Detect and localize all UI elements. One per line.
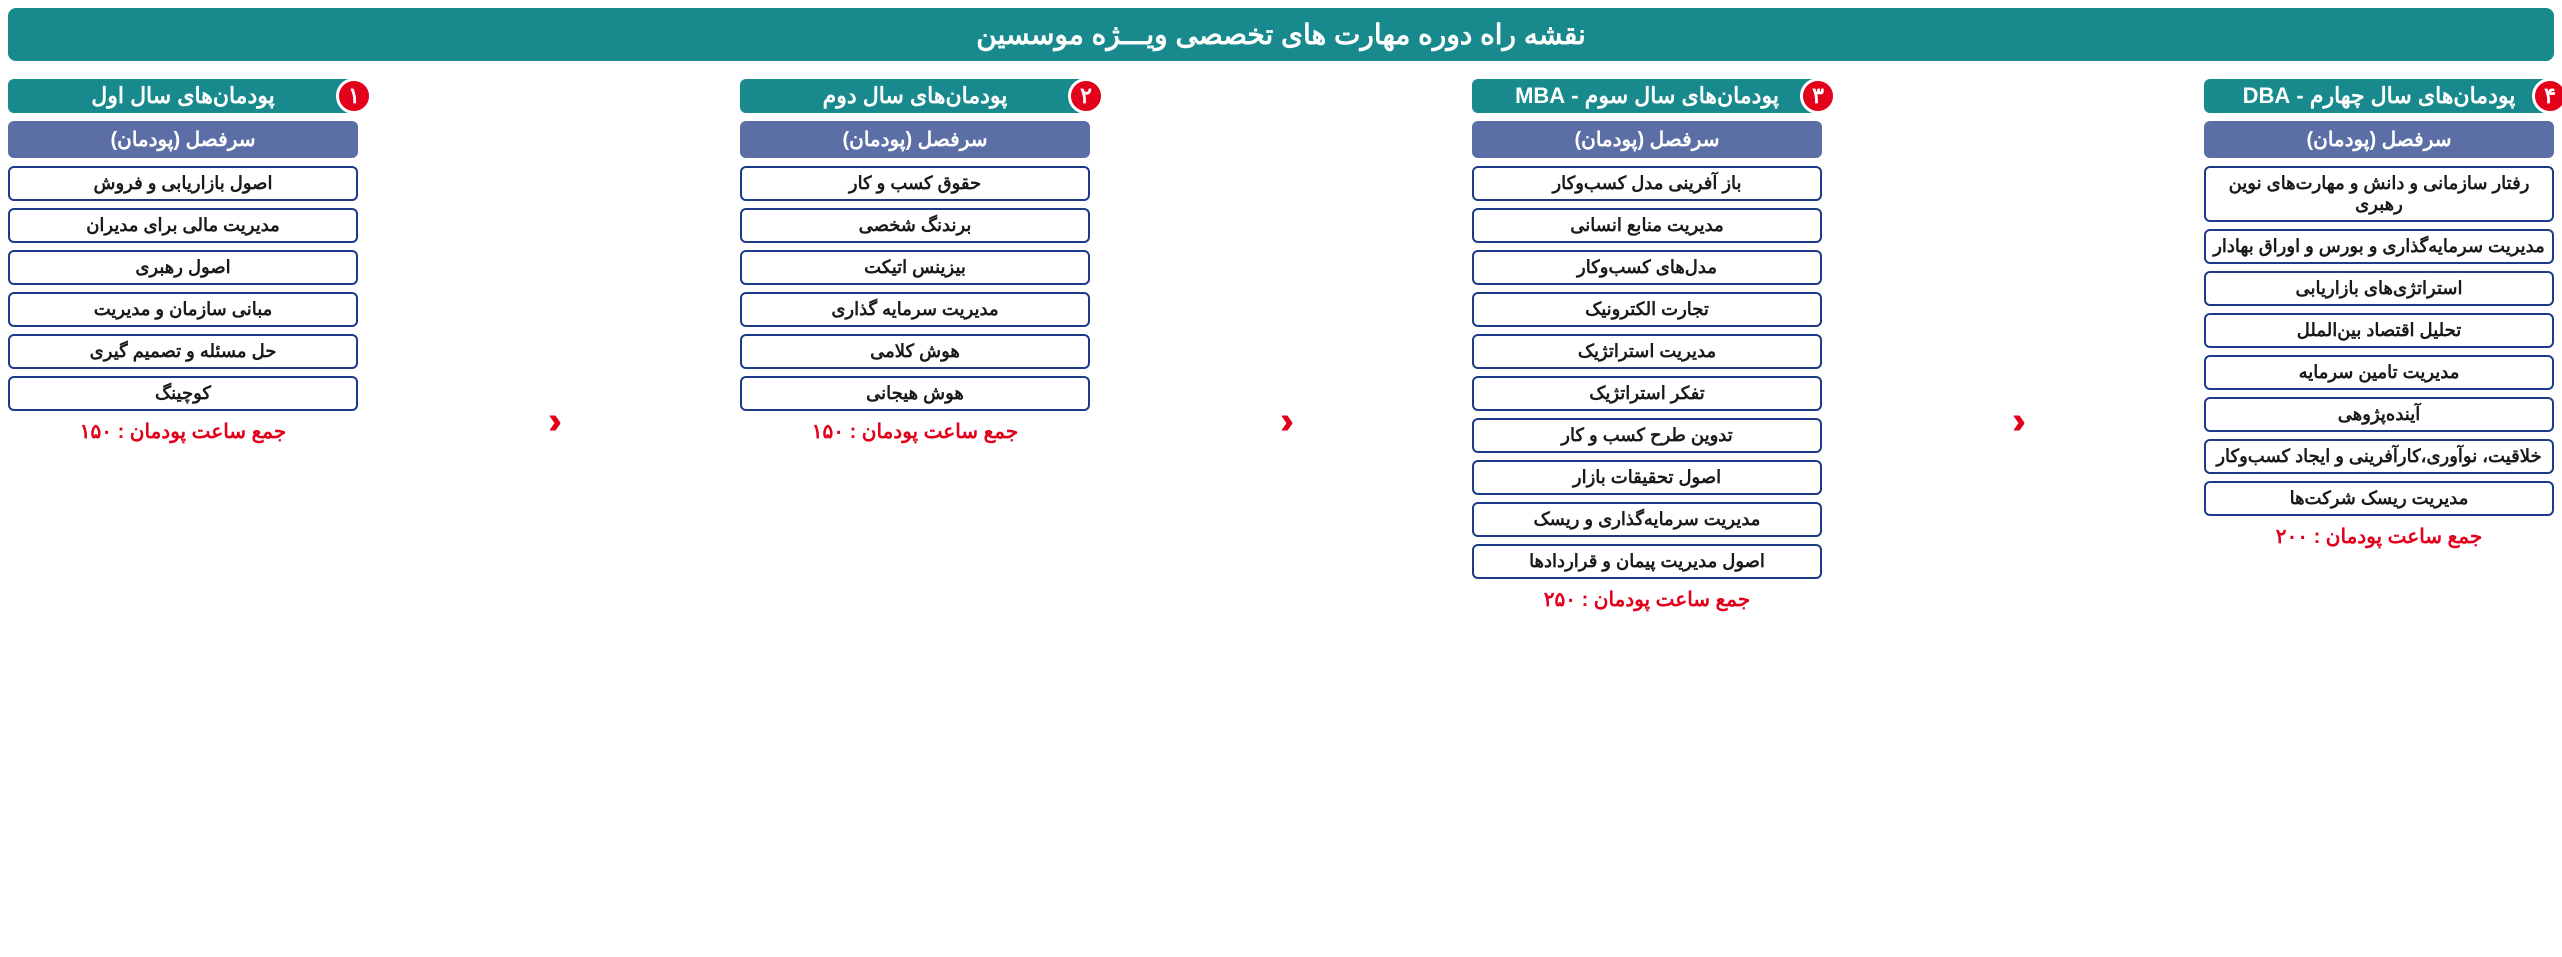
arrow-icon: ‹‹‹ bbox=[521, 402, 577, 440]
list-item: تفکر استراتژیک bbox=[1472, 376, 1822, 411]
column-year-1: ۱ پودمان‌های سال اول سرفصل (پودمان) اصول… bbox=[8, 79, 358, 444]
list-item: مدیریت سرمایه‌گذاری و بورس و اوراق بهادا… bbox=[2204, 229, 2554, 264]
items-list-1: اصول بازاریابی و فروش مدیریت مالی برای م… bbox=[8, 166, 358, 411]
list-item: خلاقیت، نوآوری،کارآفرینی و ایجاد کسب‌وکا… bbox=[2204, 439, 2554, 474]
list-item: اصول رهبری bbox=[8, 250, 358, 285]
list-item: حل مسئله و تصمیم گیری bbox=[8, 334, 358, 369]
list-item: باز آفرینی مدل کسب‌وکار bbox=[1472, 166, 1822, 201]
list-item: تجارت الکترونیک bbox=[1472, 292, 1822, 327]
items-list-4: رفتار سازمانی و دانش و مهارت‌های نوین ره… bbox=[2204, 166, 2554, 516]
total-hours-2: جمع ساعت پودمان : ۱۵۰ bbox=[740, 419, 1090, 444]
list-item: مدیریت منابع انسانی bbox=[1472, 208, 1822, 243]
columns-container: ۱ پودمان‌های سال اول سرفصل (پودمان) اصول… bbox=[8, 79, 2554, 612]
list-item: مدیریت تامین سرمایه bbox=[2204, 355, 2554, 390]
year-badge-1: ۱ bbox=[336, 78, 372, 114]
list-item: استراتژی‌های بازاریابی bbox=[2204, 271, 2554, 306]
year-header-3: ۳ پودمان‌های سال سوم - MBA bbox=[1472, 79, 1822, 113]
items-list-3: باز آفرینی مدل کسب‌وکار مدیریت منابع انس… bbox=[1472, 166, 1822, 579]
list-item: برندنگ شخصی bbox=[740, 208, 1090, 243]
column-year-3: ۳ پودمان‌های سال سوم - MBA سرفصل (پودمان… bbox=[1472, 79, 1822, 612]
year-badge-3: ۳ bbox=[1800, 78, 1836, 114]
year-label-4: پودمان‌های سال چهارم - DBA bbox=[2243, 83, 2516, 109]
column-year-4: ۴ پودمان‌های سال چهارم - DBA سرفصل (پودم… bbox=[2204, 79, 2554, 549]
list-item: مدیریت استراتژیک bbox=[1472, 334, 1822, 369]
list-item: تدوین طرح کسب و کار bbox=[1472, 418, 1822, 453]
year-header-2: ۲ پودمان‌های سال دوم bbox=[740, 79, 1090, 113]
list-item: اصول تحقیقات بازار bbox=[1472, 460, 1822, 495]
year-label-2: پودمان‌های سال دوم bbox=[823, 83, 1008, 109]
list-item: اصول بازاریابی و فروش bbox=[8, 166, 358, 201]
list-item: مدیریت سرمایه گذاری bbox=[740, 292, 1090, 327]
year-header-4: ۴ پودمان‌های سال چهارم - DBA bbox=[2204, 79, 2554, 113]
arrow-icon: ‹‹‹ bbox=[1985, 402, 2041, 440]
sub-header-1: سرفصل (پودمان) bbox=[8, 121, 358, 158]
list-item: هوش هیجانی bbox=[740, 376, 1090, 411]
sub-header-3: سرفصل (پودمان) bbox=[1472, 121, 1822, 158]
year-badge-4: ۴ bbox=[2532, 78, 2562, 114]
year-badge-2: ۲ bbox=[1068, 78, 1104, 114]
list-item: مدیریت سرمایه‌گذاری و ریسک bbox=[1472, 502, 1822, 537]
list-item: تحلیل اقتصاد بین‌الملل bbox=[2204, 313, 2554, 348]
list-item: کوچینگ bbox=[8, 376, 358, 411]
sub-header-4: سرفصل (پودمان) bbox=[2204, 121, 2554, 158]
arrow-icon: ‹‹‹ bbox=[1253, 402, 1309, 440]
list-item: بیزینس اتیکت bbox=[740, 250, 1090, 285]
list-item: اصول مدیریت پیمان و قراردادها bbox=[1472, 544, 1822, 579]
list-item: حقوق کسب و کار bbox=[740, 166, 1090, 201]
sub-header-2: سرفصل (پودمان) bbox=[740, 121, 1090, 158]
total-hours-1: جمع ساعت پودمان : ۱۵۰ bbox=[8, 419, 358, 444]
year-header-1: ۱ پودمان‌های سال اول bbox=[8, 79, 358, 113]
column-year-2: ۲ پودمان‌های سال دوم سرفصل (پودمان) حقوق… bbox=[740, 79, 1090, 444]
total-hours-3: جمع ساعت پودمان : ۲۵۰ bbox=[1472, 587, 1822, 612]
list-item: مبانی سازمان و مدیریت bbox=[8, 292, 358, 327]
list-item: رفتار سازمانی و دانش و مهارت‌های نوین ره… bbox=[2204, 166, 2554, 222]
list-item: مدیریت مالی برای مدیران bbox=[8, 208, 358, 243]
year-label-1: پودمان‌های سال اول bbox=[91, 83, 275, 109]
year-label-3: پودمان‌های سال سوم - MBA bbox=[1515, 83, 1779, 109]
list-item: مدل‌های کسب‌وکار bbox=[1472, 250, 1822, 285]
list-item: مدیریت ریسک شرکت‌ها bbox=[2204, 481, 2554, 516]
main-title: نقشه راه دوره مهارت های تخصصی ویـــژه مو… bbox=[8, 8, 2554, 61]
total-hours-4: جمع ساعت پودمان : ۲۰۰ bbox=[2204, 524, 2554, 549]
list-item: آینده‌پژوهی bbox=[2204, 397, 2554, 432]
list-item: هوش کلامی bbox=[740, 334, 1090, 369]
items-list-2: حقوق کسب و کار برندنگ شخصی بیزینس اتیکت … bbox=[740, 166, 1090, 411]
